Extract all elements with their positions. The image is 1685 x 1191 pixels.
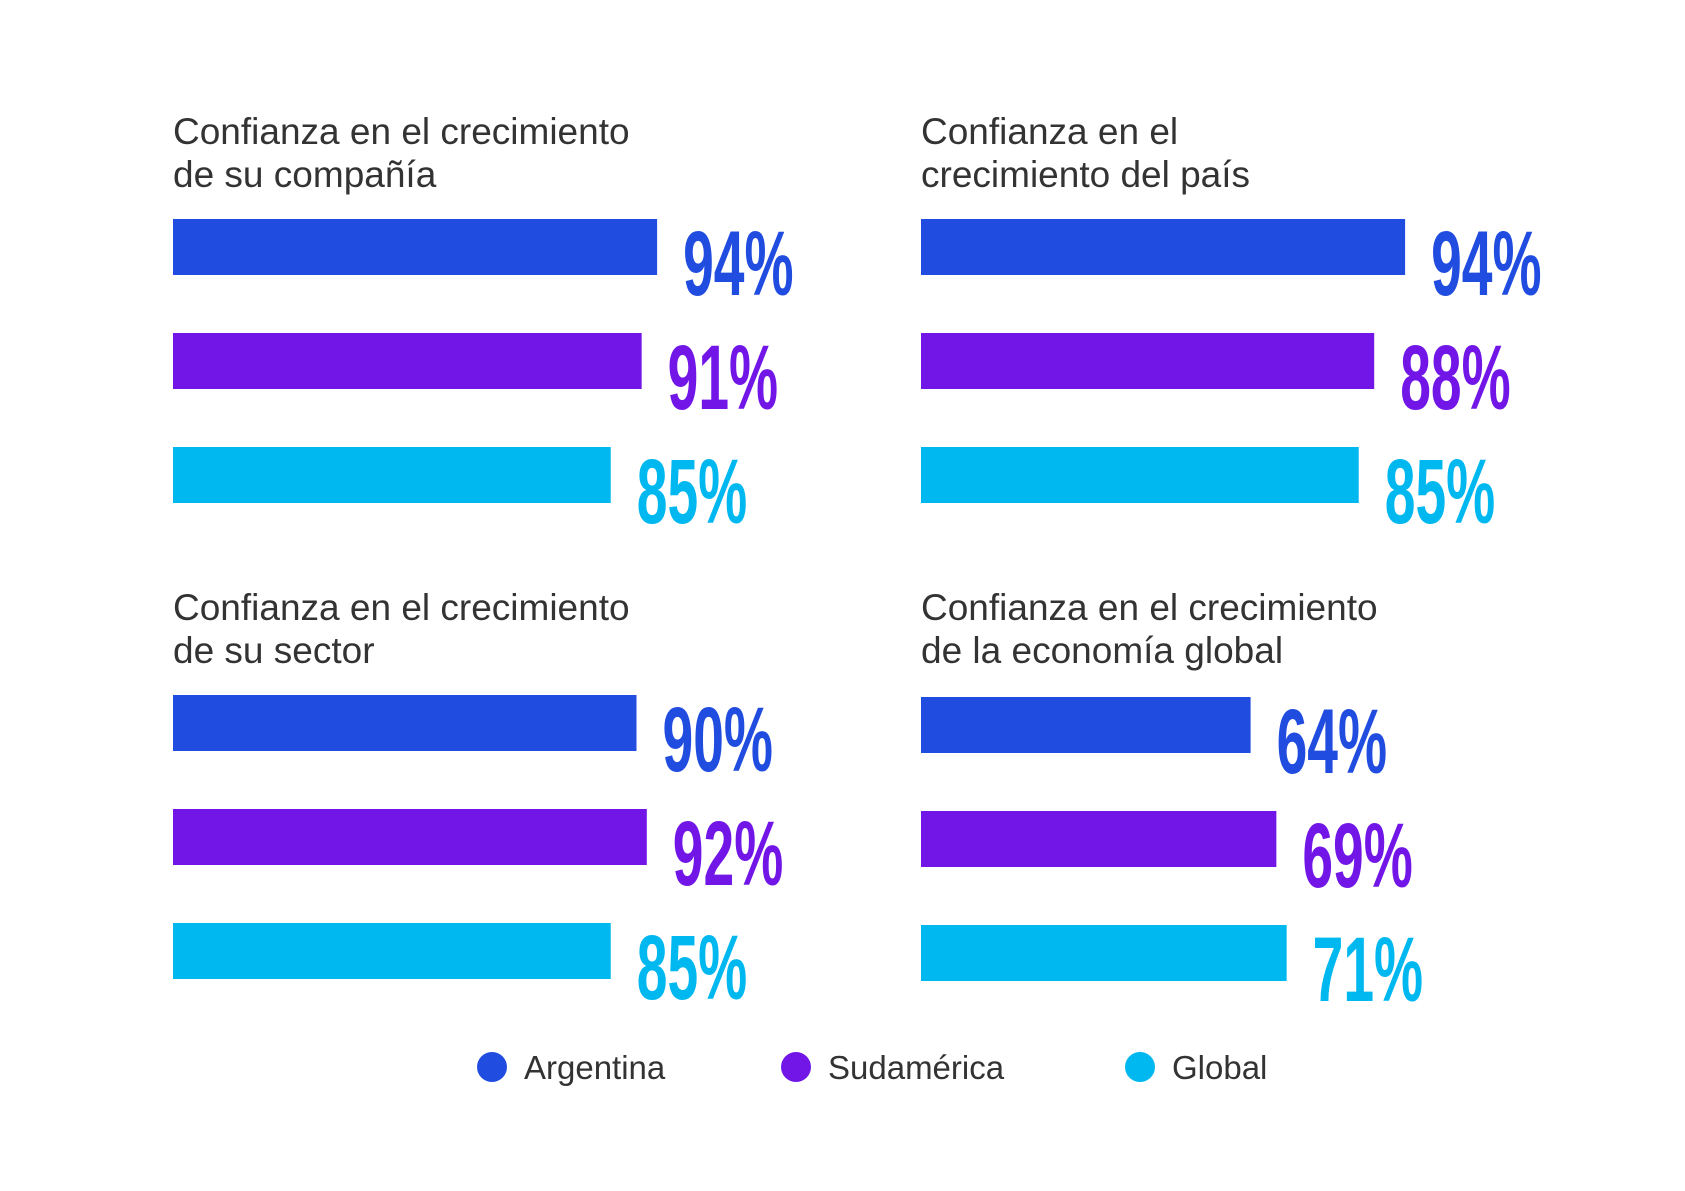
- legend-label: Argentina: [524, 1049, 666, 1086]
- value-label: 91%: [668, 327, 778, 430]
- bar-argentina: [921, 219, 1406, 275]
- legend-dot-icon: [1125, 1052, 1155, 1082]
- value-label: 69%: [1302, 805, 1412, 908]
- value-label: 85%: [637, 917, 747, 1020]
- value-label: 64%: [1277, 691, 1387, 794]
- bar-argentina: [173, 219, 658, 275]
- legend-dot-icon: [477, 1052, 507, 1082]
- bar-sudamérica: [921, 333, 1375, 389]
- panel-title-line: Confianza en el crecimiento: [173, 111, 630, 152]
- legend: Argentina Sudamérica Global: [477, 1049, 1267, 1086]
- legend-label: Global: [1172, 1049, 1267, 1086]
- bar-sudamérica: [921, 811, 1277, 867]
- value-label: 85%: [1385, 441, 1495, 544]
- bar-argentina: [173, 695, 637, 751]
- value-label: 71%: [1313, 919, 1423, 1022]
- value-label: 90%: [663, 689, 773, 792]
- panel-title-line: de su sector: [173, 630, 375, 671]
- bar-global: [173, 447, 611, 503]
- bar-global: [921, 925, 1287, 981]
- bar-sudamérica: [173, 809, 647, 865]
- bar-global: [173, 923, 611, 979]
- value-label: 88%: [1400, 327, 1510, 430]
- value-label: 94%: [1431, 213, 1541, 316]
- value-label: 94%: [683, 213, 793, 316]
- legend-dot-icon: [781, 1052, 811, 1082]
- bar-global: [921, 447, 1359, 503]
- value-label: 85%: [637, 441, 747, 544]
- bar-sudamérica: [173, 333, 642, 389]
- panel-title-line: crecimiento del país: [921, 154, 1250, 195]
- bar-argentina: [921, 697, 1251, 753]
- panel-title-line: de su compañía: [173, 154, 437, 195]
- panel-title-line: Confianza en el crecimiento: [921, 587, 1378, 628]
- panel-title-line: Confianza en el: [921, 111, 1178, 152]
- value-label: 92%: [673, 803, 783, 906]
- panel-title-line: Confianza en el crecimiento: [173, 587, 630, 628]
- panel-title-line: de la economía global: [921, 630, 1283, 671]
- legend-label: Sudamérica: [828, 1049, 1005, 1086]
